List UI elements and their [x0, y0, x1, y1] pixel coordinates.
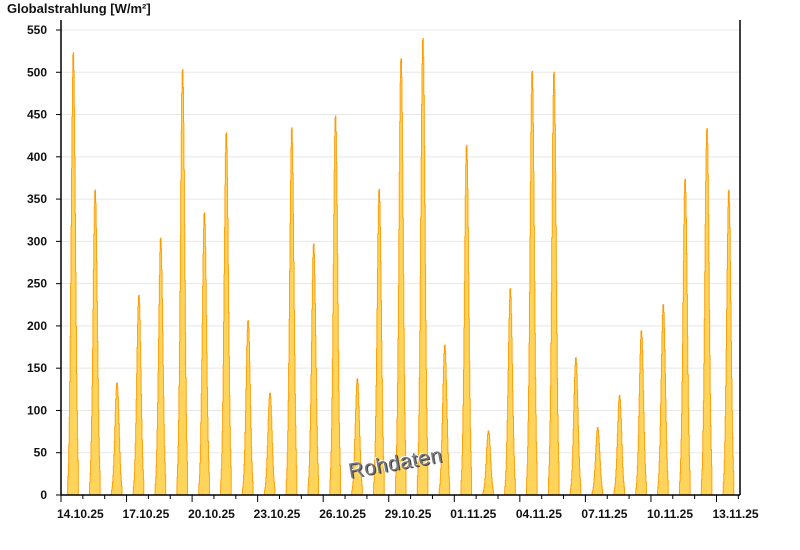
- irradiance-day-area: [154, 237, 167, 496]
- irradiance-day-area: [394, 58, 407, 496]
- irradiance-day-area: [591, 427, 604, 496]
- y-tick-label: 100: [27, 403, 47, 417]
- irradiance-day-area: [220, 132, 232, 496]
- y-tick-label: 450: [27, 108, 47, 122]
- x-tick-label: 26.10.25: [319, 507, 366, 521]
- y-tick-label: 400: [27, 150, 47, 164]
- irradiance-day-area: [176, 69, 188, 496]
- y-tick-label: 200: [27, 319, 47, 333]
- x-tick-label: 29.10.25: [385, 507, 432, 521]
- irradiance-day-area: [525, 70, 538, 496]
- y-tick-label: 250: [27, 277, 47, 291]
- y-tick-label: 300: [27, 234, 47, 248]
- irradiance-day-area: [307, 243, 320, 496]
- irradiance-day-area: [67, 52, 79, 496]
- y-tick-label: 0: [40, 488, 47, 502]
- y-tick-label: 550: [27, 23, 47, 37]
- irradiance-day-area: [88, 189, 101, 496]
- x-tick-label: 07.11.25: [581, 507, 627, 521]
- irradiance-day-area: [416, 38, 429, 496]
- x-tick-label: 23.10.25: [254, 507, 301, 521]
- irradiance-day-area: [263, 392, 276, 496]
- irradiance-day-area: [482, 430, 494, 496]
- x-tick-label: 01.11.25: [450, 507, 496, 521]
- y-tick-label: 350: [27, 192, 47, 206]
- irradiance-day-area: [678, 178, 691, 496]
- x-tick-label: 17.10.25: [123, 507, 170, 521]
- x-tick-label: 20.10.25: [188, 507, 235, 521]
- irradiance-day-area: [110, 382, 123, 496]
- irradiance-day-area: [722, 189, 735, 496]
- y-tick-label: 500: [27, 65, 47, 79]
- y-tick-label: 150: [27, 361, 47, 375]
- x-tick-label: 13.11.25: [713, 507, 759, 521]
- x-tick-label: 10.11.25: [647, 507, 693, 521]
- x-tick-label: 14.10.25: [57, 507, 104, 521]
- irradiance-day-area: [547, 71, 560, 496]
- irradiance-day-area: [613, 395, 625, 496]
- irradiance-day-area: [700, 128, 713, 496]
- irradiance-day-area: [132, 294, 145, 496]
- irradiance-day-area: [504, 288, 516, 496]
- irradiance-day-area: [438, 344, 451, 496]
- irradiance-day-area: [351, 378, 363, 496]
- irradiance-day-area: [241, 320, 254, 496]
- irradiance-day-area: [198, 212, 210, 496]
- irradiance-day-area: [460, 145, 473, 496]
- irradiance-day-area: [285, 127, 298, 496]
- irradiance-day-area: [329, 115, 341, 496]
- y-tick-label: 50: [34, 446, 48, 460]
- irradiance-day-area: [569, 357, 582, 496]
- irradiance-day-area: [657, 304, 669, 496]
- irradiance-day-area: [373, 188, 385, 496]
- y-axis-title: Globalstrahlung [W/m²]: [7, 1, 151, 16]
- irradiance-day-area: [635, 330, 647, 496]
- x-tick-label: 04.11.25: [516, 507, 562, 521]
